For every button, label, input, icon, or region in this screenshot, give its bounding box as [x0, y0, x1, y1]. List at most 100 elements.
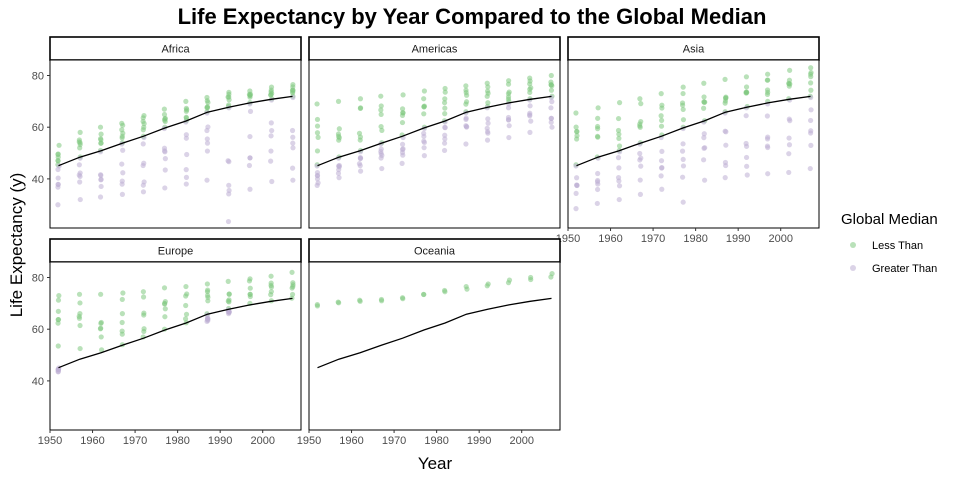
- point-less-than: [290, 280, 296, 286]
- point-less-than: [595, 126, 601, 132]
- point-less-than: [55, 343, 61, 349]
- point-less-than: [659, 117, 665, 124]
- point-greater-than: [548, 105, 554, 111]
- point-greater-than: [247, 155, 253, 161]
- point-greater-than: [290, 94, 296, 101]
- point-greater-than: [421, 139, 428, 146]
- point-less-than: [183, 114, 189, 120]
- point-less-than: [183, 283, 189, 290]
- point-greater-than: [55, 175, 61, 181]
- point-less-than: [357, 96, 364, 102]
- point-less-than: [743, 90, 749, 96]
- point-less-than: [204, 104, 210, 111]
- median-line: [576, 95, 811, 167]
- point-greater-than: [246, 162, 253, 169]
- point-less-than: [97, 124, 104, 130]
- point-less-than: [743, 84, 750, 90]
- legend-label-greater-than: Greater Than: [872, 263, 937, 275]
- point-greater-than: [595, 170, 601, 177]
- point-greater-than: [247, 133, 253, 140]
- x-tick-label: 1980: [683, 233, 707, 245]
- point-less-than: [247, 88, 253, 94]
- point-less-than: [162, 306, 168, 312]
- point-less-than: [183, 108, 189, 114]
- point-less-than: [399, 112, 406, 118]
- point-less-than: [140, 294, 147, 300]
- facet-strip-label: Europe: [158, 246, 193, 258]
- point-less-than: [161, 111, 168, 118]
- point-greater-than: [269, 127, 275, 134]
- point-greater-than: [315, 180, 321, 186]
- point-greater-than: [807, 165, 813, 172]
- point-less-than: [98, 140, 104, 146]
- point-greater-than: [808, 117, 814, 124]
- point-less-than: [247, 285, 253, 291]
- point-less-than: [161, 106, 167, 112]
- point-greater-than: [484, 137, 491, 143]
- point-greater-than: [594, 186, 601, 193]
- point-greater-than: [119, 161, 125, 167]
- point-greater-than: [723, 142, 729, 148]
- point-greater-than: [289, 127, 296, 134]
- point-greater-than: [247, 108, 254, 114]
- point-less-than: [357, 105, 364, 111]
- point-less-than: [808, 87, 814, 93]
- point-less-than: [336, 126, 342, 132]
- point-greater-than: [573, 206, 579, 212]
- point-less-than: [421, 111, 427, 117]
- x-tick-label: 1960: [598, 233, 622, 245]
- x-tick-label: 1950: [556, 233, 580, 245]
- point-less-than: [528, 274, 534, 281]
- point-greater-than: [77, 179, 83, 185]
- x-tick-label: 1970: [641, 233, 665, 245]
- point-greater-than: [140, 141, 146, 147]
- x-tick-label: 1960: [339, 435, 363, 447]
- point-less-than: [55, 317, 62, 323]
- facet-africa: Africa 40 60 80: [32, 36, 302, 229]
- point-greater-than: [226, 159, 232, 165]
- legend-title: Global Median: [841, 211, 938, 228]
- y-tick-label: 40: [32, 376, 44, 388]
- point-greater-than: [55, 181, 61, 188]
- point-greater-than: [701, 131, 707, 137]
- point-greater-than: [808, 142, 814, 148]
- point-greater-than: [379, 165, 385, 172]
- point-greater-than: [658, 158, 665, 164]
- point-greater-than: [808, 94, 814, 101]
- point-greater-than: [764, 143, 771, 149]
- point-less-than: [680, 84, 686, 90]
- point-greater-than: [548, 119, 554, 125]
- chart-title: Life Expectancy by Year Compared to the …: [178, 4, 767, 29]
- point-less-than: [506, 89, 512, 95]
- point-greater-than: [616, 196, 622, 203]
- point-greater-than: [357, 155, 364, 161]
- point-less-than: [269, 90, 275, 97]
- point-less-than: [97, 136, 104, 142]
- point-less-than: [765, 77, 771, 83]
- point-less-than: [463, 83, 469, 89]
- point-greater-than: [141, 179, 147, 185]
- point-greater-than: [184, 151, 190, 158]
- x-tick-label: 1950: [297, 435, 321, 447]
- point-less-than: [701, 80, 707, 86]
- point-less-than: [722, 100, 728, 106]
- point-less-than: [77, 322, 83, 329]
- point-less-than: [226, 291, 232, 297]
- facet-strip-label: Asia: [683, 44, 705, 56]
- point-greater-than: [336, 175, 342, 181]
- point-greater-than: [441, 147, 448, 154]
- facet-strip-label: Americas: [412, 44, 458, 56]
- point-less-than: [184, 291, 190, 297]
- point-greater-than: [528, 118, 534, 124]
- point-less-than: [140, 289, 146, 295]
- point-less-than: [204, 292, 211, 299]
- point-less-than: [378, 296, 385, 303]
- point-greater-than: [702, 177, 708, 183]
- point-less-than: [442, 96, 448, 102]
- point-less-than: [527, 89, 533, 96]
- point-greater-than: [183, 181, 189, 187]
- point-less-than: [485, 100, 491, 106]
- point-greater-than: [119, 191, 125, 197]
- point-less-than: [378, 107, 384, 113]
- point-less-than: [120, 290, 126, 296]
